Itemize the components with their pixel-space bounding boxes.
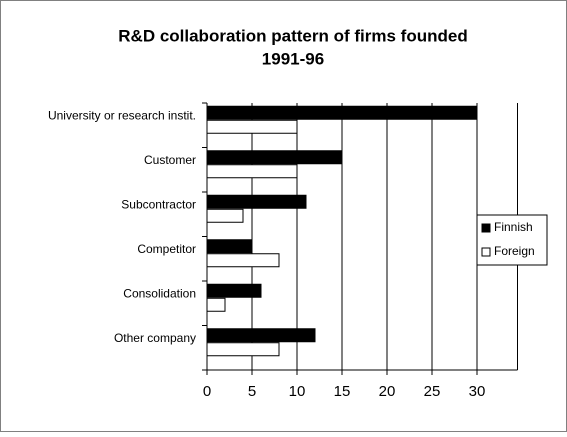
x-tick-label: 10 — [289, 383, 306, 400]
bar — [206, 253, 280, 268]
bar — [206, 105, 478, 120]
y-tick-label: Competitor — [137, 242, 196, 256]
bar — [206, 194, 307, 209]
y-tick-label: Other company — [114, 331, 196, 345]
bar — [206, 208, 244, 223]
legend-swatch — [481, 247, 491, 257]
y-tick-label: Subcontractor — [121, 197, 196, 211]
y-tick-label: Customer — [144, 153, 196, 167]
legend-swatch — [481, 223, 491, 233]
bar — [206, 297, 226, 312]
legend-label: Finnish — [494, 220, 533, 234]
x-tick-label: 30 — [469, 383, 486, 400]
legend-box — [476, 214, 548, 266]
bar — [206, 328, 316, 343]
chart-title: 1991-96 — [262, 49, 324, 68]
y-tick-label: University or research instit. — [48, 108, 196, 122]
chart-title: R&D collaboration pattern of firms found… — [118, 26, 467, 45]
bar — [206, 150, 343, 165]
x-tick-label: 5 — [248, 383, 256, 400]
bar — [206, 164, 298, 179]
plot-area — [207, 103, 518, 370]
legend-label: Foreign — [494, 244, 535, 258]
x-tick-label: 0 — [203, 383, 211, 400]
x-tick-label: 20 — [379, 383, 396, 400]
x-tick-label: 15 — [334, 383, 351, 400]
bar — [206, 239, 253, 254]
y-tick-label: Consolidation — [123, 286, 196, 300]
bar — [206, 342, 280, 357]
bar — [206, 119, 298, 134]
x-tick-label: 25 — [424, 383, 441, 400]
bar — [206, 283, 262, 298]
